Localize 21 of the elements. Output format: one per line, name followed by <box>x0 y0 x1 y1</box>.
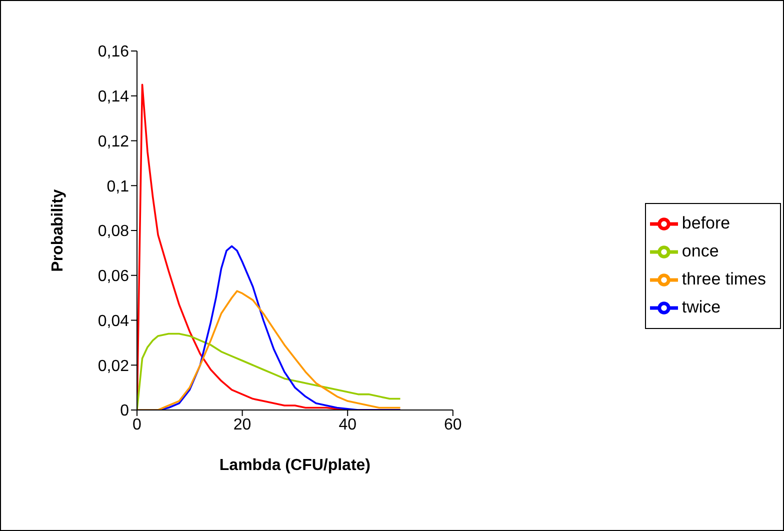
x-tick-label: 40 <box>338 416 357 434</box>
legend-label: before <box>682 212 730 232</box>
y-tick-label: 0,1 <box>106 178 130 196</box>
y-axis-title: Probability <box>50 189 67 272</box>
y-tick-label: 0,02 <box>98 358 130 375</box>
y-tick-label: 0,14 <box>98 88 130 106</box>
legend-label: three times <box>682 268 766 288</box>
legend-label: once <box>682 240 719 260</box>
legend-label: twice <box>682 296 721 316</box>
line-series <box>137 290 402 410</box>
y-tick-label: 0,06 <box>98 268 130 286</box>
y-tick-label: 0,08 <box>98 223 130 240</box>
y-tick-label: 0,16 <box>98 44 130 61</box>
y-tick-label: 0,12 <box>98 133 130 150</box>
x-tick-label: 0 <box>132 416 142 434</box>
line-series <box>137 332 402 410</box>
y-tick-label: 0,04 <box>98 312 130 330</box>
x-tick-label: 20 <box>233 416 252 434</box>
y-tick-label: 0 <box>120 402 130 420</box>
x-axis-title: Lambda (CFU/plate) <box>219 457 371 474</box>
x-tick-label: 60 <box>444 416 462 434</box>
